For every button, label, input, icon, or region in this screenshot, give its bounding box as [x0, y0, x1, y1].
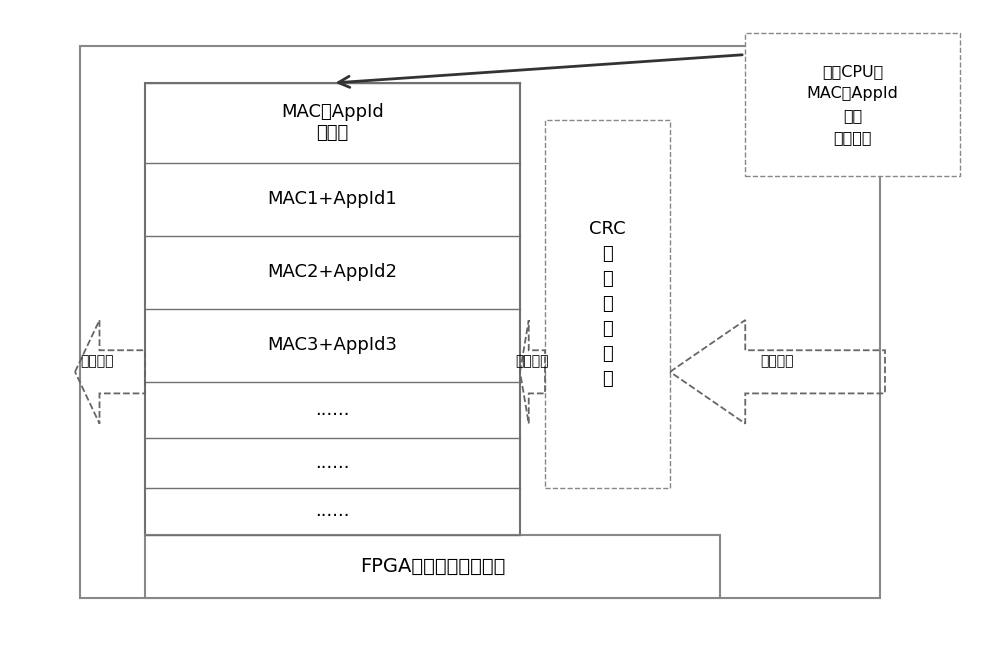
Bar: [80, 46, 880, 598]
Text: 来自CPU的
MAC和AppId
列表
刷新信息: 来自CPU的 MAC和AppId 列表 刷新信息: [807, 64, 898, 145]
Text: FPGA网络报文过滤模块: FPGA网络报文过滤模块: [360, 556, 505, 576]
Bar: [745, 33, 960, 176]
Text: ......: ......: [315, 502, 350, 521]
Text: MAC1+AppId1: MAC1+AppId1: [268, 190, 397, 208]
Text: MAC2+AppId2: MAC2+AppId2: [268, 263, 398, 282]
Text: CRC
报
文
过
滤
模
块: CRC 报 文 过 滤 模 块: [589, 220, 626, 388]
Text: 网络报文: 网络报文: [80, 355, 114, 369]
Text: ......: ......: [315, 454, 350, 472]
Text: 网络报文: 网络报文: [761, 355, 794, 369]
Text: MAC3+AppId3: MAC3+AppId3: [268, 336, 398, 355]
Bar: [145, 83, 520, 535]
Text: ......: ......: [315, 401, 350, 419]
Bar: [145, 535, 720, 598]
Text: MAC和AppId
过滤表: MAC和AppId 过滤表: [281, 104, 384, 142]
Bar: [545, 120, 670, 488]
Text: 网络报文: 网络报文: [516, 355, 549, 369]
